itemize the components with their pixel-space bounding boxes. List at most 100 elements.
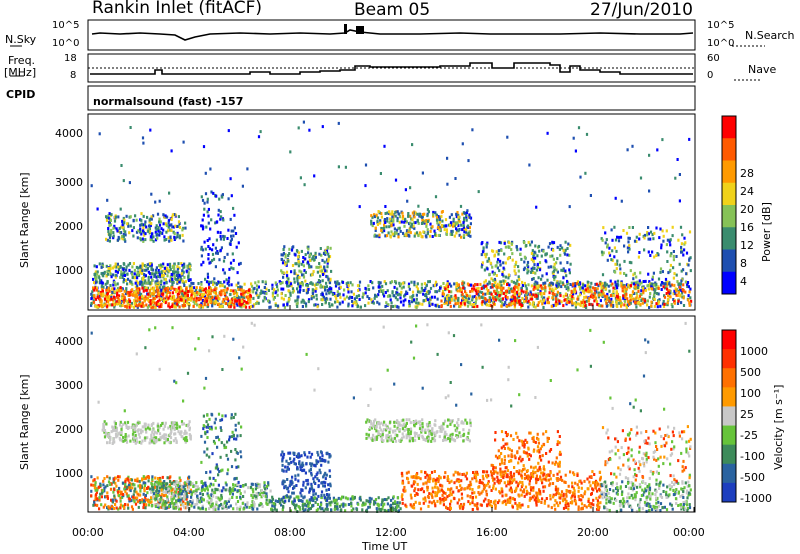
power-cell bbox=[567, 286, 570, 290]
power-cell bbox=[491, 270, 494, 274]
power-cell bbox=[209, 167, 212, 171]
velocity-cell bbox=[352, 507, 355, 511]
power-cell bbox=[358, 298, 361, 301]
power-cell bbox=[355, 296, 358, 299]
power-cell bbox=[98, 132, 101, 136]
power-cell bbox=[324, 269, 327, 273]
power-cell bbox=[534, 286, 537, 290]
power-cell bbox=[116, 294, 119, 298]
velocity-cell bbox=[104, 485, 107, 489]
power-cell bbox=[136, 304, 139, 308]
power-cell bbox=[154, 230, 157, 234]
power-cell bbox=[108, 298, 112, 302]
power-cell bbox=[510, 287, 513, 291]
velocity-cell bbox=[132, 498, 135, 502]
power-cell bbox=[427, 280, 430, 284]
velocity-cell bbox=[220, 493, 223, 497]
power-cell bbox=[106, 304, 109, 308]
power-cell bbox=[176, 267, 179, 271]
velocity-cell bbox=[142, 506, 145, 510]
power-cell bbox=[146, 305, 149, 309]
power-cell bbox=[556, 280, 559, 284]
power-cell bbox=[245, 295, 248, 299]
power-cell bbox=[136, 294, 139, 298]
power-cell bbox=[445, 233, 448, 236]
power-cell bbox=[526, 260, 530, 264]
power-cell bbox=[410, 222, 413, 226]
power-cell bbox=[540, 292, 543, 296]
power-cell bbox=[554, 287, 557, 291]
power-cell bbox=[296, 295, 299, 299]
power-cell bbox=[495, 250, 498, 254]
power-cell bbox=[273, 296, 276, 299]
power-cell bbox=[371, 281, 374, 285]
power-cell bbox=[181, 279, 184, 283]
power-cell bbox=[350, 296, 354, 299]
power-cell bbox=[581, 289, 584, 293]
velocity-cell bbox=[192, 485, 195, 488]
power-cell bbox=[293, 277, 296, 281]
power-cell bbox=[136, 305, 139, 309]
power-cell bbox=[98, 294, 101, 298]
power-cell bbox=[295, 262, 298, 266]
power-cell bbox=[496, 293, 499, 297]
power-cell bbox=[189, 268, 192, 272]
power-cell bbox=[530, 295, 533, 299]
power-cell bbox=[574, 149, 577, 153]
velocity-cell bbox=[174, 506, 177, 510]
power-cell bbox=[178, 225, 182, 229]
power-cell bbox=[180, 295, 183, 299]
velocity-cell bbox=[266, 502, 269, 506]
velocity-cell bbox=[143, 488, 146, 492]
power-cell bbox=[100, 299, 103, 303]
power-cell bbox=[156, 286, 159, 290]
power-cell bbox=[90, 297, 93, 301]
velocity-cell bbox=[256, 485, 259, 489]
velocity-cell bbox=[195, 481, 198, 485]
power-cell bbox=[394, 231, 397, 235]
power-cell bbox=[341, 280, 345, 284]
power-cell bbox=[269, 305, 272, 309]
power-cell bbox=[579, 291, 582, 295]
power-cell bbox=[196, 293, 199, 296]
power-cell bbox=[395, 231, 398, 235]
power-cell bbox=[162, 213, 165, 217]
power-cell bbox=[152, 303, 155, 307]
power-cell bbox=[435, 213, 438, 217]
power-cell bbox=[466, 224, 470, 228]
power-cell bbox=[93, 264, 96, 268]
power-cell bbox=[188, 262, 191, 266]
velocity-cell bbox=[136, 479, 139, 483]
power-cell bbox=[648, 295, 651, 299]
velocity-cell bbox=[204, 507, 207, 511]
power-cell bbox=[154, 268, 157, 272]
power-cell bbox=[623, 290, 626, 293]
power-cell bbox=[587, 282, 590, 286]
power-cell bbox=[172, 280, 175, 284]
velocity-cell bbox=[232, 507, 235, 511]
power-cell bbox=[661, 229, 664, 233]
power-cell bbox=[156, 236, 159, 240]
power-cell bbox=[222, 298, 225, 301]
power-cell bbox=[446, 296, 449, 300]
power-cell bbox=[297, 282, 300, 286]
power-cell bbox=[442, 292, 445, 296]
velocity-cell bbox=[218, 504, 221, 508]
power-cell bbox=[385, 301, 388, 305]
power-cell bbox=[256, 288, 259, 292]
velocity-cell bbox=[106, 475, 109, 479]
freq-tick-low: 8 bbox=[70, 70, 77, 81]
velocity-cell bbox=[115, 506, 118, 510]
power-cell bbox=[660, 246, 663, 250]
power-cell bbox=[679, 282, 682, 286]
power-cell bbox=[364, 286, 367, 290]
power-cell bbox=[240, 299, 243, 303]
power-cell bbox=[131, 288, 134, 292]
power-cell bbox=[647, 226, 650, 229]
power-cell bbox=[510, 242, 513, 246]
power-cell bbox=[653, 231, 656, 235]
power-cell bbox=[144, 268, 147, 272]
power-cell bbox=[182, 270, 185, 274]
power-cell bbox=[327, 257, 330, 261]
power-cell bbox=[234, 299, 237, 303]
